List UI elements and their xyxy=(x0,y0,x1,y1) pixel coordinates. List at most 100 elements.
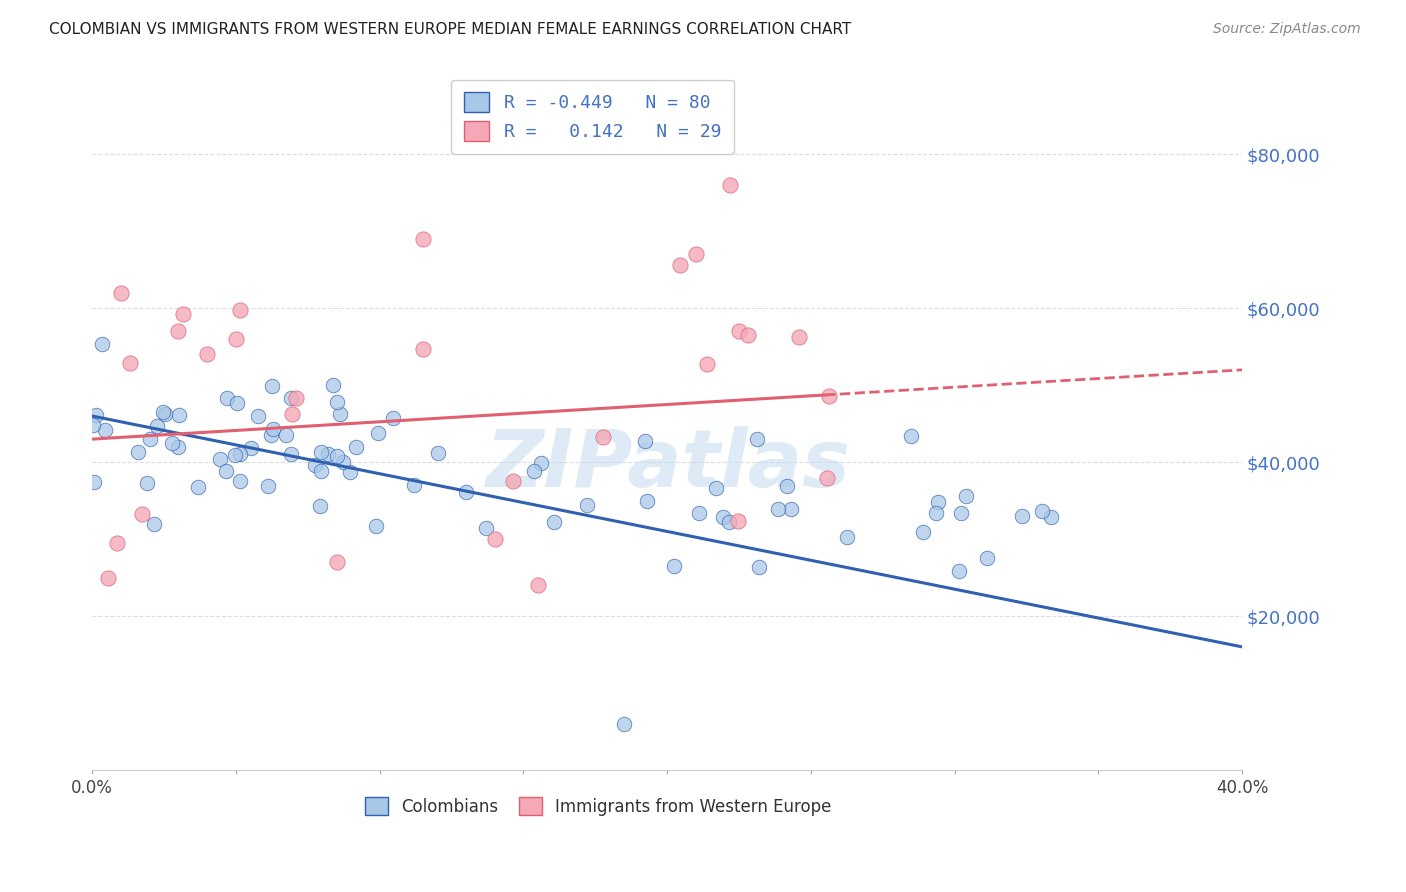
Point xyxy=(84,408,107,422)
Point xyxy=(91,337,114,351)
Point xyxy=(696,357,718,371)
Point xyxy=(167,324,190,338)
Point xyxy=(779,502,801,516)
Point xyxy=(787,330,810,344)
Point xyxy=(155,407,177,421)
Point xyxy=(225,332,247,346)
Point xyxy=(82,418,104,433)
Point xyxy=(412,343,434,357)
Point xyxy=(316,446,339,460)
Point xyxy=(662,559,685,574)
Point xyxy=(685,247,707,261)
Point xyxy=(344,440,367,454)
Legend: Colombians, Immigrants from Western Europe: Colombians, Immigrants from Western Euro… xyxy=(356,789,839,824)
Point xyxy=(260,379,283,393)
Point xyxy=(257,479,280,493)
Text: ZIPatlas: ZIPatlas xyxy=(485,426,849,504)
Point xyxy=(768,502,790,516)
Point xyxy=(322,378,344,392)
Point xyxy=(215,464,238,478)
Point xyxy=(187,480,209,494)
Point xyxy=(325,555,347,569)
Point xyxy=(329,407,352,421)
Point xyxy=(1011,508,1033,523)
Point xyxy=(304,458,326,472)
Point xyxy=(717,516,740,530)
Point xyxy=(737,328,759,343)
Point xyxy=(976,550,998,565)
Point xyxy=(325,395,347,409)
Point xyxy=(456,484,478,499)
Point xyxy=(118,356,141,370)
Point xyxy=(309,499,332,513)
Point xyxy=(948,564,970,578)
Point xyxy=(925,506,948,520)
Point xyxy=(911,524,934,539)
Point xyxy=(226,396,249,410)
Point xyxy=(260,427,283,442)
Point xyxy=(636,493,658,508)
Point xyxy=(592,430,614,444)
Point xyxy=(412,232,434,246)
Text: COLOMBIAN VS IMMIGRANTS FROM WESTERN EUROPE MEDIAN FEMALE EARNINGS CORRELATION C: COLOMBIAN VS IMMIGRANTS FROM WESTERN EUR… xyxy=(49,22,852,37)
Point xyxy=(727,514,749,528)
Point xyxy=(728,324,751,338)
Point xyxy=(704,481,727,495)
Point xyxy=(530,456,553,470)
Point xyxy=(927,495,949,509)
Point xyxy=(402,478,425,492)
Point xyxy=(818,389,841,403)
Point xyxy=(613,716,636,731)
Point xyxy=(484,532,506,546)
Point xyxy=(309,445,332,459)
Point xyxy=(229,447,252,461)
Point xyxy=(502,475,524,489)
Point xyxy=(835,531,858,545)
Point xyxy=(543,515,565,529)
Point xyxy=(131,507,153,521)
Point xyxy=(775,479,797,493)
Point xyxy=(1031,504,1053,518)
Point xyxy=(367,425,389,440)
Point xyxy=(167,440,190,454)
Point xyxy=(955,489,977,503)
Point xyxy=(172,307,194,321)
Point xyxy=(1040,510,1063,524)
Point xyxy=(526,578,548,592)
Point xyxy=(215,391,238,405)
Point xyxy=(110,285,132,300)
Point xyxy=(281,407,304,421)
Point xyxy=(152,405,174,419)
Point xyxy=(718,178,741,193)
Point xyxy=(143,517,166,532)
Point xyxy=(474,521,496,535)
Point xyxy=(83,475,105,489)
Point xyxy=(815,471,838,485)
Point xyxy=(195,347,218,361)
Point xyxy=(262,422,284,436)
Point xyxy=(229,474,252,488)
Point xyxy=(950,506,973,520)
Point xyxy=(748,559,770,574)
Point xyxy=(94,423,117,437)
Point xyxy=(332,455,354,469)
Point xyxy=(284,392,307,406)
Text: Source: ZipAtlas.com: Source: ZipAtlas.com xyxy=(1213,22,1361,37)
Point xyxy=(280,447,302,461)
Point xyxy=(280,392,302,406)
Point xyxy=(900,429,922,443)
Point xyxy=(139,432,162,446)
Point xyxy=(634,434,657,449)
Point xyxy=(311,464,333,478)
Point xyxy=(711,509,734,524)
Point xyxy=(668,258,690,272)
Point xyxy=(240,441,263,455)
Point xyxy=(575,498,598,512)
Point xyxy=(381,410,404,425)
Point xyxy=(127,444,149,458)
Point xyxy=(247,409,270,423)
Point xyxy=(169,409,191,423)
Point xyxy=(224,448,246,462)
Point xyxy=(366,519,388,533)
Point xyxy=(426,446,449,460)
